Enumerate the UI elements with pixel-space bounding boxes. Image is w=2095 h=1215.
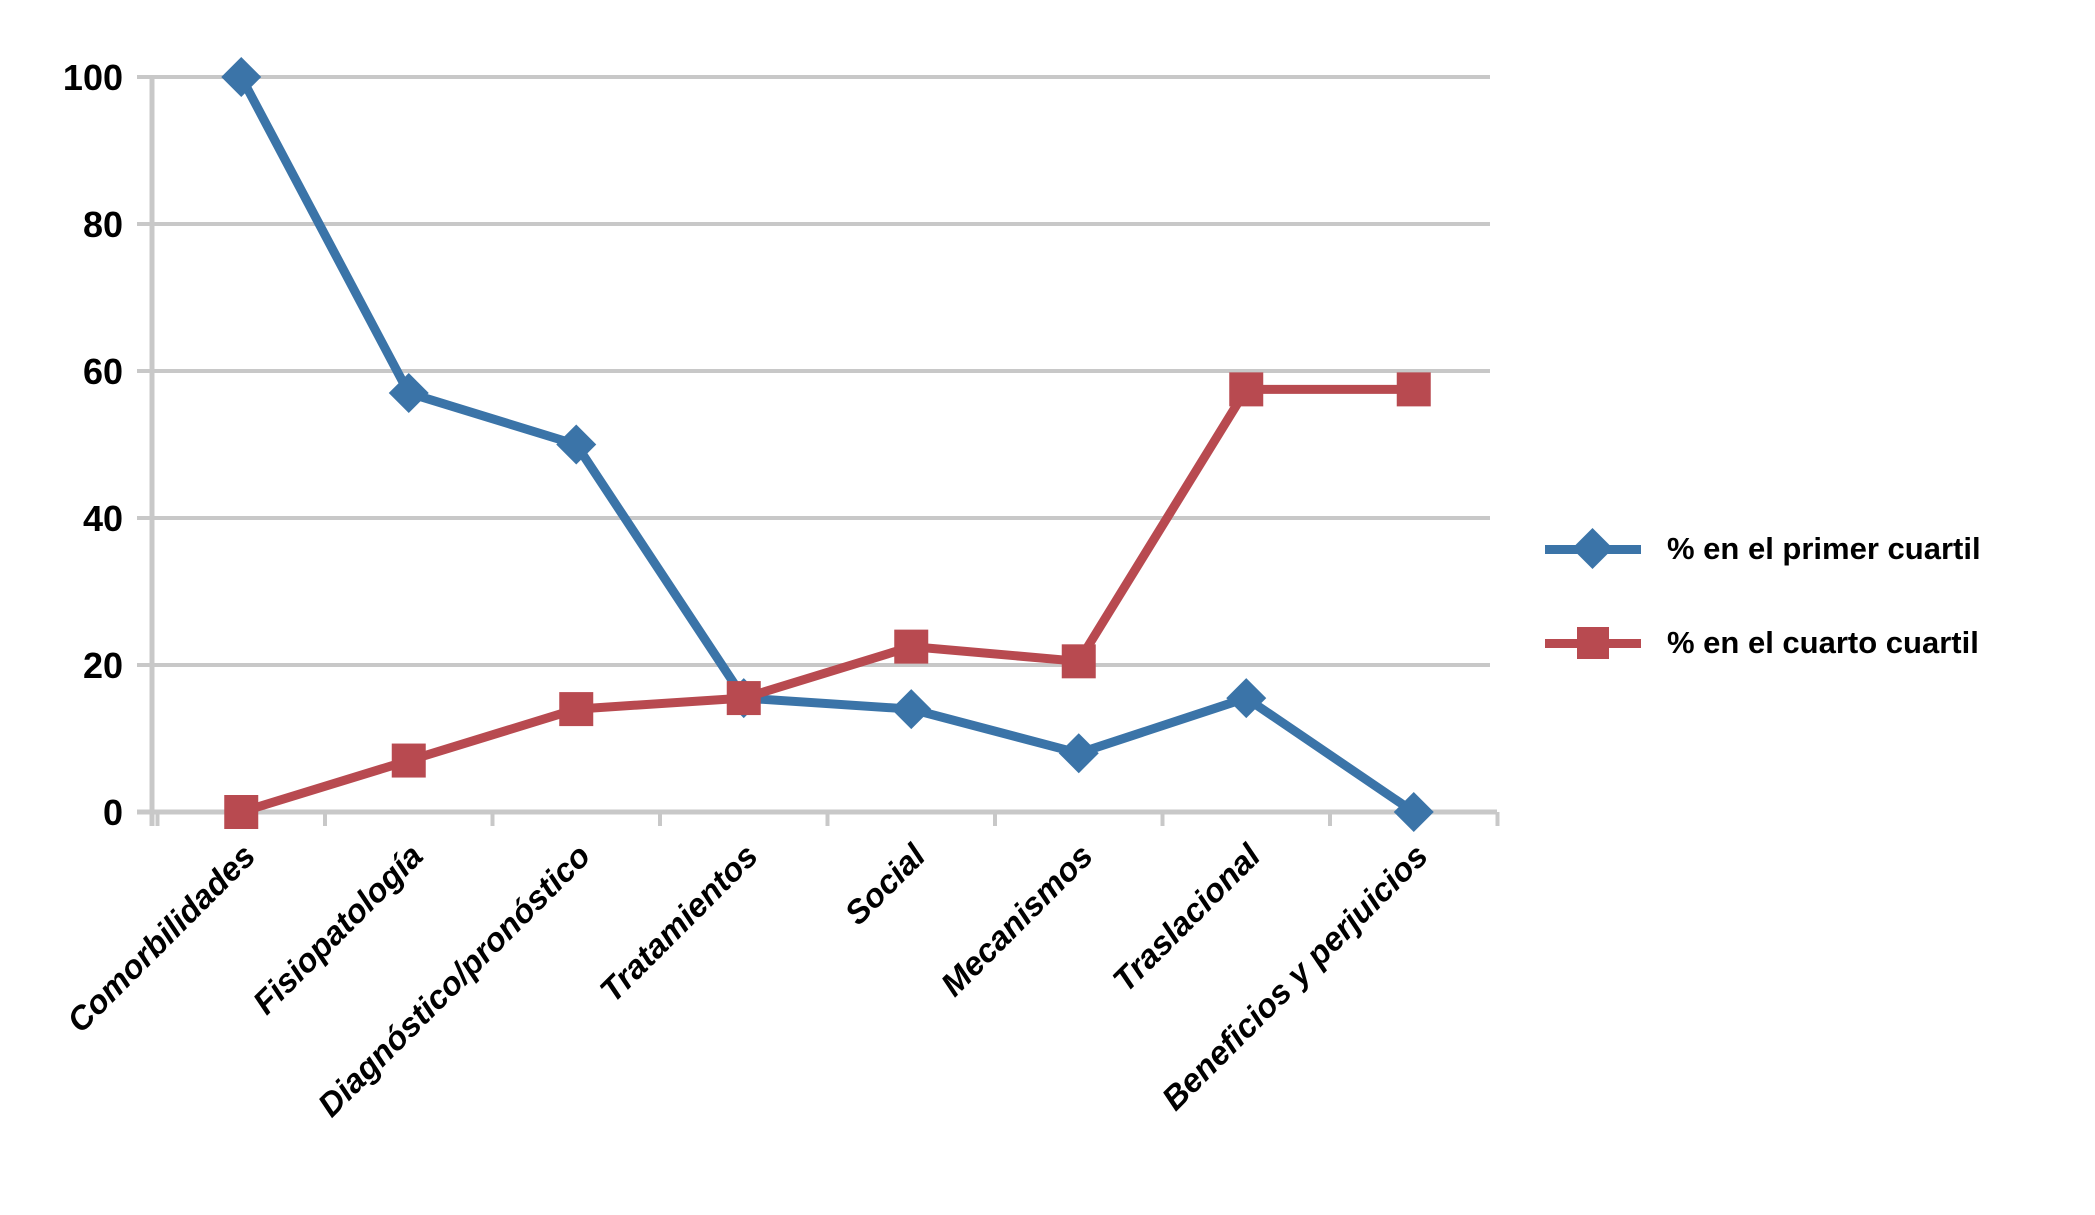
- y-axis-labels-group: 0 20 40 60 80 100: [63, 57, 123, 833]
- x-axis-category-label: Fisiopatología: [245, 837, 429, 1021]
- x-axis-category-label: Tratamientos: [592, 837, 764, 1009]
- data-point-marker-square: [1396, 372, 1431, 407]
- legend-entry-cuarto-cuartil: % en el cuarto cuartil: [1545, 622, 1981, 664]
- axes-group: [137, 75, 1500, 826]
- legend-entry-primer-cuartil: % en el primer cuartil: [1545, 527, 1981, 570]
- diamond-marker-icon: [1571, 527, 1614, 570]
- y-axis-tick-label: 80: [83, 204, 123, 245]
- y-axis-tick-label: 60: [83, 351, 123, 392]
- x-axis-category-label: Traslacional: [1105, 836, 1268, 999]
- data-point-marker-diamond: [221, 57, 262, 97]
- chart-legend: % en el primer cuartil % en el cuarto cu…: [1545, 527, 1981, 664]
- data-point-marker-square: [224, 795, 259, 829]
- x-axis-labels-group: ComorbilidadesFisiopatologíaDiagnóstico/…: [60, 836, 1435, 1123]
- x-axis-category-label: Mecanismos: [933, 837, 1099, 1003]
- data-point-marker-diamond: [1393, 792, 1434, 832]
- y-axis-tick-label: 0: [103, 792, 123, 833]
- data-point-marker-square: [391, 743, 426, 778]
- y-axis-tick-label: 100: [63, 57, 123, 98]
- data-point-marker-diamond: [556, 424, 597, 465]
- y-axis-tick-label: 20: [83, 645, 123, 686]
- series-line-primer-cuartil: [236, 72, 1419, 817]
- data-point-marker-diamond: [1058, 733, 1099, 774]
- x-axis-category-label: Beneficios y perjuicios: [1154, 837, 1434, 1117]
- legend-label-primer-cuartil: % en el primer cuartil: [1667, 531, 1981, 566]
- data-point-marker-square: [726, 681, 761, 716]
- x-axis-category-label: Diagnóstico/pronóstico: [310, 837, 597, 1124]
- square-marker-icon: [1577, 627, 1609, 659]
- legend-key-cuarto-cuartil: [1545, 622, 1641, 664]
- data-point-marker-diamond: [891, 689, 932, 730]
- data-point-marker-diamond: [388, 373, 429, 414]
- x-axis-category-label: Comorbilidades: [60, 837, 262, 1039]
- data-point-marker-square: [1229, 372, 1264, 407]
- data-point-marker-square: [894, 629, 929, 664]
- series-line-cuarto-cuartil: [236, 384, 1419, 817]
- legend-key-primer-cuartil: [1545, 527, 1641, 570]
- data-point-marker-diamond: [1226, 678, 1267, 719]
- data-point-marker-square: [559, 692, 594, 727]
- series-group: [221, 57, 1434, 832]
- x-axis-category-label: Social: [837, 836, 932, 931]
- legend-label-cuarto-cuartil: % en el cuarto cuartil: [1667, 625, 1979, 660]
- data-point-marker-square: [1061, 644, 1096, 679]
- y-axis-tick-label: 40: [83, 498, 123, 539]
